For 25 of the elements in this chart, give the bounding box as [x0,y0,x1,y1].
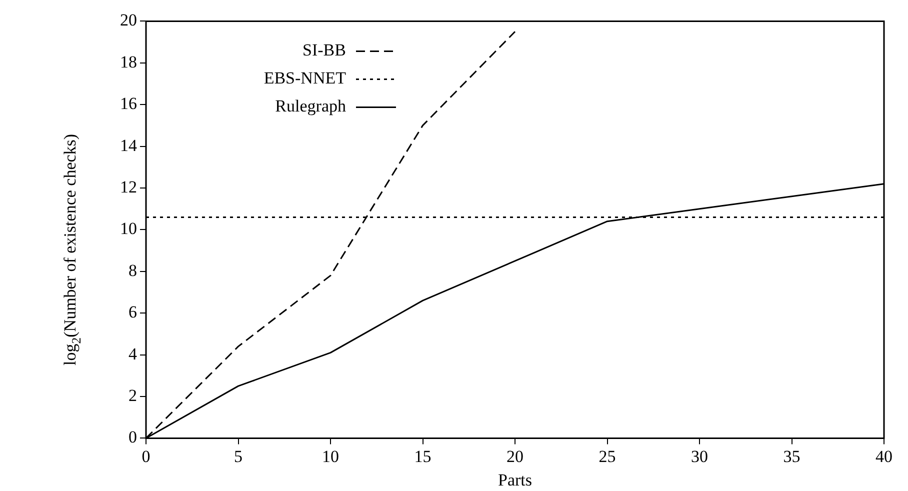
x-tick-label: 40 [876,446,892,466]
y-tick-label: 4 [128,344,138,364]
y-tick-label: 20 [120,10,137,30]
y-axis-title: log2(Number of existence checks) [60,134,84,366]
y-tick-label: 16 [120,94,137,114]
x-tick-label: 25 [598,446,616,466]
y-tick-label: 6 [128,302,137,322]
legend-label: SI-BB [302,40,346,60]
y-tick-label: 8 [128,260,137,280]
y-tick-label: 12 [120,177,137,196]
y-tick-label: 14 [120,136,138,155]
x-axis-title: Parts [498,470,532,490]
y-tick-label: 18 [120,52,137,72]
x-tick-label: 5 [234,446,242,466]
x-tick-label: 35 [783,446,800,466]
y-tick-label: 2 [128,386,137,405]
y-tick-label: 0 [128,428,137,447]
legend-label: EBS-NNET [264,68,347,88]
x-tick-label: 20 [506,446,524,466]
legend-label: Rulegraph [275,96,346,116]
x-tick-label: 30 [691,446,708,466]
x-tick-label: 10 [322,446,339,466]
x-tick-label: 0 [142,446,150,466]
x-tick-label: 15 [414,446,432,466]
y-tick-label: 10 [120,219,137,238]
